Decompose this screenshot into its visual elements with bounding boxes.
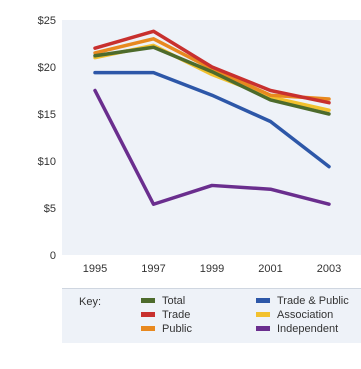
- legend-swatch: [141, 311, 155, 317]
- legend-item: Trade & Public: [256, 295, 349, 308]
- y-axis: 0 $5 $10 $15 $20 $25: [38, 15, 56, 262]
- legend-label: Association: [277, 309, 334, 321]
- legend-label: Trade & Public: [277, 295, 349, 307]
- x-tick-label: 2003: [317, 263, 341, 275]
- plot-background: [62, 20, 361, 255]
- line-chart: 0 $5 $10 $15 $20 $25 1995 1997 1999 2001 2003: [38, 15, 361, 275]
- x-tick-label: 1995: [83, 263, 107, 275]
- legend: Key: Total Trade Public Trade & Public Assoc…: [62, 288, 361, 343]
- legend-swatch: [141, 297, 155, 303]
- y-tick-label: $5: [44, 203, 56, 215]
- legend-swatch: [256, 297, 270, 303]
- legend-label: Trade: [162, 309, 191, 321]
- x-tick-label: 1997: [141, 263, 165, 275]
- y-tick-label: $20: [38, 62, 56, 74]
- legend-swatch: [256, 311, 270, 317]
- legend-swatch: [256, 325, 270, 331]
- series-line-trade: [93, 29, 331, 105]
- series-lines: [93, 29, 331, 206]
- legend-item: Total: [141, 295, 185, 308]
- legend-swatch: [141, 325, 155, 331]
- series-line-trade-public: [93, 70, 331, 169]
- x-tick-label: 2001: [258, 263, 282, 275]
- legend-label: Independent: [277, 323, 339, 335]
- legend-item: Association: [256, 309, 333, 322]
- legend-label: Total: [162, 295, 186, 307]
- series-line-independent: [93, 88, 331, 206]
- legend-item: Trade: [141, 309, 190, 322]
- legend-label: Public: [162, 323, 192, 335]
- legend-item: Independent: [256, 323, 338, 336]
- x-axis: 1995 1997 1999 2001 2003: [83, 263, 341, 275]
- legend-title: Key:: [79, 296, 102, 308]
- x-tick-label: 1999: [200, 263, 224, 275]
- y-tick-label: 0: [50, 250, 56, 262]
- series-line-total: [93, 45, 331, 116]
- y-tick-label: $10: [38, 156, 56, 168]
- y-tick-label: $15: [38, 109, 56, 121]
- y-tick-label: $25: [38, 15, 56, 27]
- legend-item: Public: [141, 323, 192, 336]
